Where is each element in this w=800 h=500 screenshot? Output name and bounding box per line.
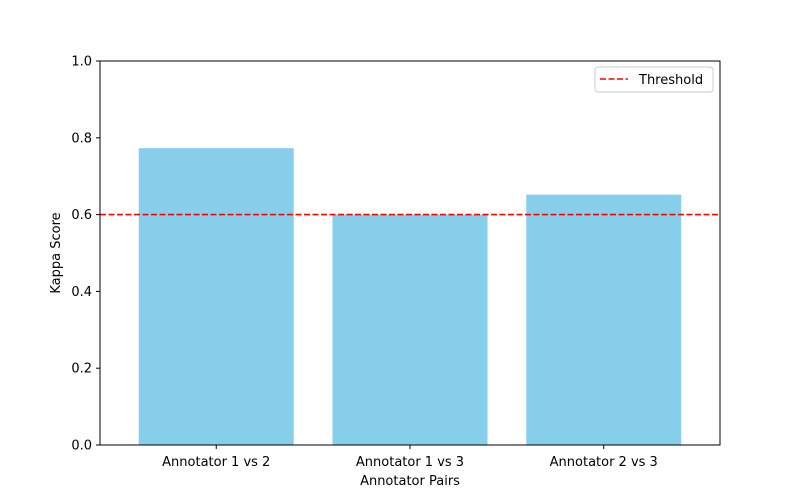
- bars-group: [138, 148, 682, 445]
- legend-box: [594, 66, 714, 93]
- bar-2: [332, 214, 488, 445]
- plot-frame: [99, 60, 721, 446]
- x-axis-title: Annotator Pairs: [360, 474, 460, 489]
- y-tick-label: 0.6: [71, 208, 92, 223]
- y-tick-label: 0.8: [71, 131, 92, 146]
- y-axis-ticks: 0.0 0.2 0.4 0.6 0.8 1.0: [71, 55, 100, 454]
- y-tick-label: 0.2: [71, 362, 92, 377]
- x-tick-label: Annotator 1 vs 2: [162, 455, 270, 470]
- x-tick-label: Annotator 1 vs 3: [356, 455, 464, 470]
- legend-label-threshold: Threshold: [638, 73, 703, 88]
- y-tick-label: 1.0: [71, 55, 92, 70]
- bar-1: [138, 148, 294, 445]
- x-tick-label: Annotator 2 vs 3: [550, 455, 658, 470]
- y-tick-label: 0.0: [71, 439, 92, 454]
- x-axis-ticks: Annotator 1 vs 2 Annotator 1 vs 3 Annotato…: [162, 445, 658, 470]
- legend: Threshold: [594, 66, 714, 93]
- y-tick-label: 0.4: [71, 285, 92, 300]
- y-axis-title: Kappa Score: [49, 212, 64, 293]
- bar-3: [526, 194, 682, 445]
